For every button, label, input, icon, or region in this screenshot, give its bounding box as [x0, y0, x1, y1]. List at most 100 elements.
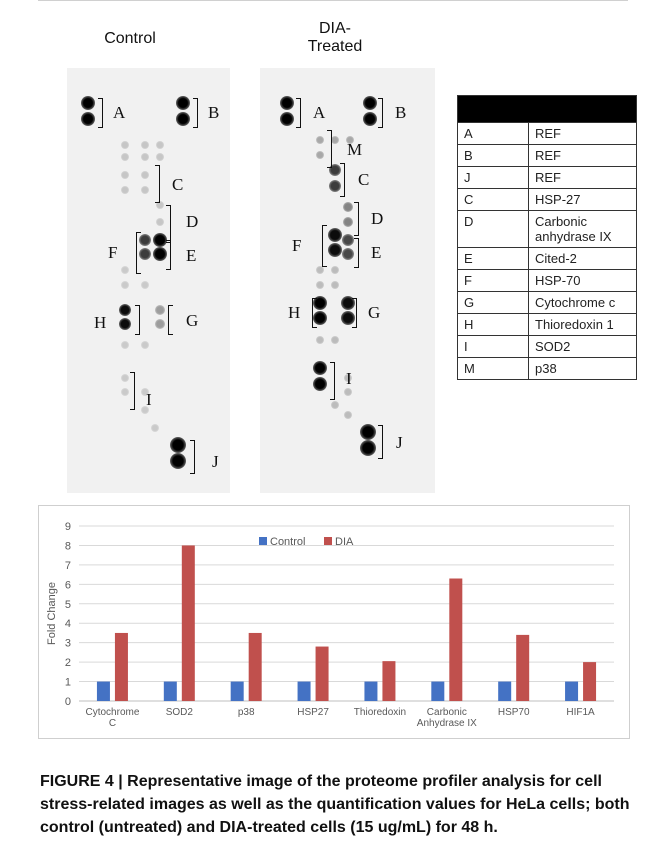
legend-label-control: Control	[270, 536, 305, 548]
key-table-row: J REF	[457, 166, 637, 189]
bar-dia-6	[516, 634, 530, 701]
dia-blot-title: DIA- Treated	[285, 20, 385, 56]
antibody-key-table: A REF B REF J REF C HSP-27 D Carbonic anhydrase IX…	[457, 95, 637, 380]
blot-spot	[156, 153, 164, 161]
blot-spot	[328, 228, 342, 242]
blot-spot	[121, 186, 129, 194]
bracket-d-dia	[354, 202, 359, 236]
blot-spot	[141, 341, 149, 349]
blot-spot	[119, 318, 131, 330]
blot-spot	[121, 388, 129, 396]
key-code-cell: C	[457, 188, 529, 211]
label-b-control: B	[208, 103, 220, 122]
blot-spot	[316, 266, 324, 274]
blot-spot	[121, 374, 129, 382]
blot-spot	[141, 141, 149, 149]
bracket-c-dia	[340, 163, 345, 197]
bracket-i-control	[130, 372, 135, 410]
y-tick-label: 5	[65, 599, 71, 611]
bracket-e-dia	[354, 238, 359, 268]
key-code-cell: G	[457, 291, 529, 314]
label-e-dia: E	[371, 243, 382, 262]
key-name-cell: Cytochrome c	[528, 291, 637, 314]
bracket-h-control	[135, 305, 140, 335]
label-e-control: E	[186, 246, 197, 265]
label-i-control: I	[146, 390, 152, 409]
key-name-cell: p38	[528, 357, 637, 380]
key-name-cell: HSP-27	[528, 188, 637, 211]
blot-spot	[156, 218, 164, 226]
blot-spot	[155, 319, 165, 329]
key-name-cell: REF	[528, 122, 637, 145]
bracket-f-control	[136, 232, 141, 274]
blot-spot	[331, 401, 339, 409]
bracket-h-dia	[312, 298, 317, 328]
key-code-cell: B	[457, 144, 529, 167]
key-table-row: B REF	[457, 144, 637, 167]
bar-control-4	[364, 681, 378, 701]
blot-spot	[141, 406, 149, 414]
fold-change-chart: 0 1 2 3 4 5 6 7 8 9 Fold Change Cytochrome C SOD2 p38 H…	[38, 505, 630, 739]
blot-spot	[280, 112, 294, 126]
blot-spot	[341, 296, 355, 310]
bracket-e-control	[166, 240, 171, 270]
bracket-f-dia	[322, 225, 327, 267]
key-name-cell: REF	[528, 166, 637, 189]
blot-spot	[170, 437, 186, 453]
y-tick-label: 1	[65, 677, 71, 689]
bracket-a-control	[98, 98, 103, 128]
legend-label-dia: DIA	[335, 536, 354, 548]
key-table-row: E Cited-2	[457, 247, 637, 270]
y-axis-label: Fold Change	[46, 582, 58, 645]
blot-spot	[360, 424, 376, 440]
blot-spot	[141, 281, 149, 289]
blot-spot	[313, 377, 327, 391]
bar-control-7	[565, 681, 579, 701]
blot-spot	[329, 164, 341, 176]
bar-dia-4	[382, 661, 396, 701]
blot-spot	[342, 234, 354, 246]
label-a-control: A	[113, 103, 126, 122]
blot-spot	[316, 336, 324, 344]
key-name-line1: Carbonic	[535, 214, 588, 229]
key-table-row: F HSP-70	[457, 269, 637, 292]
label-h-control: H	[94, 313, 107, 332]
key-code-cell: J	[457, 166, 529, 189]
x-tick-label: Thioredoxin	[354, 707, 406, 718]
blot-spot	[121, 266, 129, 274]
dia-title-line1: DIA-	[319, 20, 351, 37]
key-name-cell: REF	[528, 144, 637, 167]
y-tick-label: 0	[65, 696, 71, 708]
blot-spot	[121, 171, 129, 179]
legend-swatch-dia	[324, 537, 332, 545]
label-g-dia: G	[368, 303, 381, 322]
label-f-control: F	[108, 243, 118, 262]
blot-spot	[153, 233, 167, 247]
blot-spot	[121, 281, 129, 289]
label-g-control: G	[186, 311, 199, 330]
blot-spot	[313, 296, 327, 310]
bar-control-1	[163, 681, 177, 701]
blot-spot	[156, 201, 164, 209]
blot-spot	[341, 311, 355, 325]
y-tick-label: 4	[65, 618, 71, 630]
blot-spot	[176, 112, 190, 126]
blot-spot	[139, 248, 151, 260]
blot-spot	[331, 336, 339, 344]
blot-spot	[344, 388, 352, 396]
blot-spot	[360, 440, 376, 456]
blot-spot	[329, 180, 341, 192]
label-m-dia: M	[347, 140, 363, 159]
bracket-m-dia	[327, 130, 332, 168]
key-code-cell: I	[457, 335, 529, 358]
label-f-dia: F	[292, 236, 302, 255]
label-c-dia: C	[358, 170, 370, 189]
key-code-cell: A	[457, 122, 529, 145]
blot-spot	[344, 411, 352, 419]
blot-spot	[121, 341, 129, 349]
key-table-row: H Thioredoxin 1	[457, 313, 637, 336]
key-name-cell: Carbonic anhydrase IX	[528, 210, 637, 248]
x-tick-label: C	[109, 718, 116, 729]
